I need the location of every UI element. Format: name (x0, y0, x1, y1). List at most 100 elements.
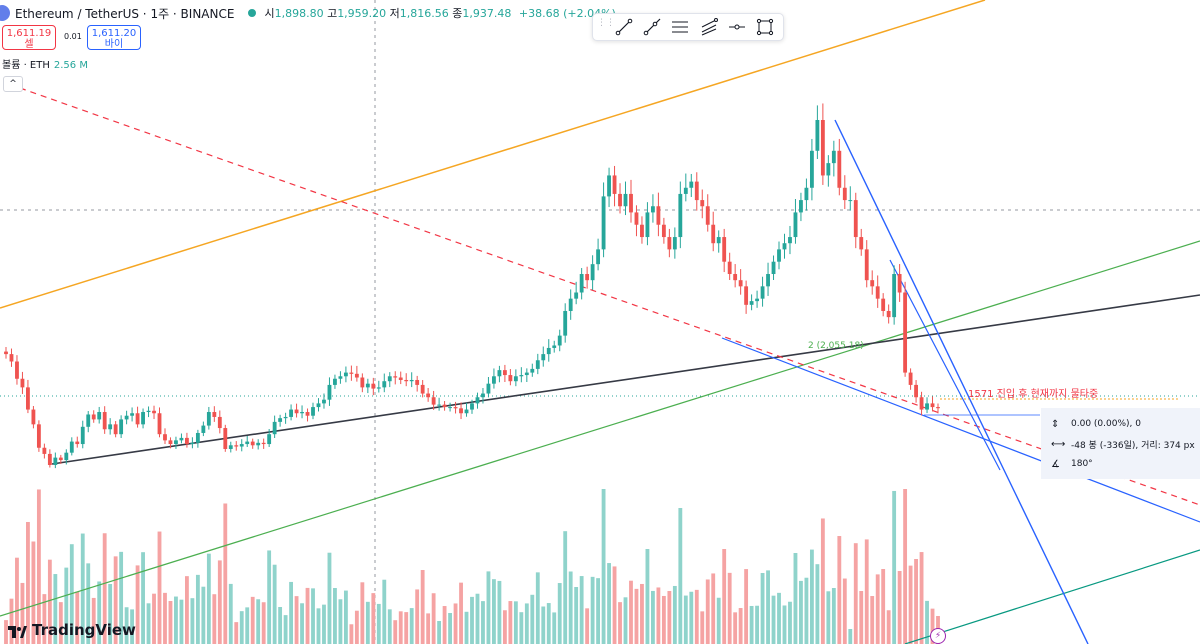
volume-bar (585, 608, 590, 644)
volume-bar (859, 591, 864, 644)
candle (766, 274, 770, 287)
volume-bar (327, 552, 332, 644)
volume-bar (760, 573, 765, 644)
change-value: +38.68 (+2.04%) (518, 7, 616, 20)
volume-bar (661, 595, 666, 644)
volume-bar (656, 587, 661, 644)
candle (903, 292, 908, 373)
candle (338, 376, 343, 379)
volume-bar (179, 599, 184, 644)
volume-bar (36, 489, 41, 644)
volume-bar (289, 581, 294, 644)
volume-bar (250, 596, 255, 644)
tradingview-brand-text: TradingView (32, 621, 136, 639)
candle (31, 409, 36, 425)
buy-button[interactable]: 1,611.20 바이 (87, 25, 141, 50)
volume-bar (426, 613, 431, 644)
candle (212, 412, 217, 417)
volume-bar (766, 570, 770, 644)
parallel-channel-icon[interactable] (670, 16, 691, 38)
volume-bar (442, 606, 447, 644)
volume-bar (75, 591, 80, 644)
volume-bar (524, 603, 529, 644)
volume-bar (437, 621, 442, 644)
sell-button[interactable]: 1,611.19 셀 (2, 25, 56, 50)
buy-price: 1,611.20 (91, 28, 137, 39)
candle (574, 292, 579, 299)
candle (365, 383, 370, 388)
candle (925, 403, 929, 410)
volume-bar (793, 553, 798, 644)
candle (552, 345, 557, 348)
close-value: 1,937.48 (462, 7, 512, 20)
symbol-header: Ethereum / TetherUS · 1주 · BINANCE 시1,89… (0, 3, 616, 23)
horizontal-ray-icon[interactable] (726, 16, 747, 38)
volume-bar (360, 582, 365, 644)
volume-bar (733, 612, 738, 644)
buy-label: 바이 (104, 39, 124, 50)
volume-bar (283, 615, 288, 644)
measure-info-panel: ⇕ 0.00 (0.00%), 0 ⟷ -48 봉 (-336일), 거리: 3… (1041, 408, 1200, 479)
lightning-event-icon[interactable]: ⚡ (930, 628, 946, 644)
volume-bar (749, 605, 754, 644)
tradingview-logo[interactable]: TradingView (8, 621, 136, 639)
candle (459, 408, 463, 414)
volume-bar (541, 606, 546, 644)
volume-bar (376, 603, 381, 644)
candle (842, 187, 847, 201)
volume-bar (311, 588, 315, 644)
volume-bar (502, 610, 507, 644)
volume-bar (722, 549, 727, 644)
volume-bar (492, 579, 496, 644)
candle (333, 378, 337, 385)
volume-bar (409, 608, 414, 644)
candle (936, 407, 940, 409)
volume-bar (842, 578, 847, 644)
volume-bar (278, 607, 283, 644)
candle (667, 237, 672, 250)
candle (415, 379, 420, 385)
candle (108, 424, 113, 430)
candle (382, 381, 387, 388)
candle (930, 403, 935, 408)
candle (804, 187, 809, 201)
blue-wedge-upper (834, 119, 1089, 644)
symbol-title[interactable]: Ethereum / TetherUS · 1주 · BINANCE (15, 6, 235, 21)
volume-bar (267, 550, 272, 644)
volume-bar (102, 533, 107, 644)
candle (782, 243, 787, 250)
measure-price-row: ⇕ 0.00 (0.00%), 0 (1051, 414, 1200, 434)
regression-icon[interactable] (698, 16, 719, 38)
measure-angle-row: ∡ 180° (1051, 454, 1200, 474)
volume-bar (393, 620, 398, 644)
volume-bar (530, 594, 535, 644)
candle (689, 181, 694, 188)
grip-dots-icon[interactable]: ⋮⋮ (597, 18, 615, 28)
candle (409, 379, 414, 382)
collapse-legend-button[interactable]: ^ (3, 76, 23, 92)
candle (793, 212, 798, 238)
volume-bar (678, 508, 683, 644)
volume-bar (322, 604, 326, 644)
candle (256, 442, 261, 446)
candle (327, 384, 332, 400)
volume-bar (354, 610, 359, 644)
candle (623, 193, 628, 207)
candle (919, 397, 924, 410)
volume-bar (228, 583, 233, 644)
candle (497, 370, 502, 377)
candle (711, 224, 716, 244)
volume-legend: 볼륨 · ETH 2.56 M (2, 56, 88, 71)
trend-line-icon[interactable] (613, 16, 634, 38)
volume-bar (47, 559, 52, 644)
ray-icon[interactable] (641, 16, 662, 38)
candle (661, 224, 666, 238)
volume-bar (744, 569, 749, 644)
volume-bar (86, 563, 91, 644)
candle (305, 412, 310, 416)
candle (656, 206, 661, 225)
rectangle-icon[interactable] (755, 16, 776, 38)
candle (744, 286, 749, 305)
